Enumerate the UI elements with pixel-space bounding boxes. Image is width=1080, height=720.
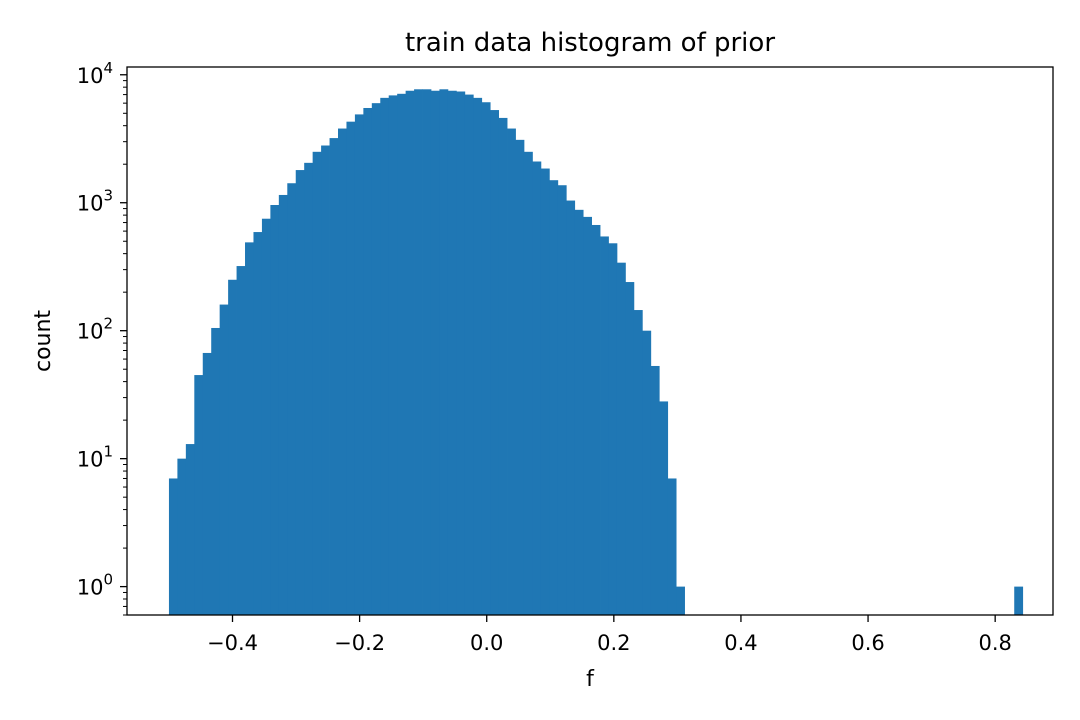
histogram-bar (194, 375, 204, 615)
histogram-bar (659, 401, 669, 615)
histogram-bar (211, 327, 221, 615)
histogram-bar (490, 110, 499, 616)
histogram-bar (676, 586, 685, 615)
histogram-bar (371, 103, 381, 615)
histogram-bar (464, 94, 474, 616)
histogram-bar (388, 95, 398, 615)
chart-title: train data histogram of prior (405, 28, 775, 58)
x-tick-label: −0.2 (334, 631, 385, 655)
histogram-bar (549, 180, 559, 615)
histogram-bar (625, 282, 635, 615)
y-tick-label: 103 (77, 187, 113, 216)
histogram-bar (523, 151, 533, 615)
y-tick-label: 102 (77, 315, 113, 344)
histogram-bar (642, 330, 652, 615)
histogram-bar (397, 93, 407, 616)
histogram-bar (354, 114, 364, 615)
x-axis-label: f (586, 667, 595, 692)
histogram-bar (236, 266, 246, 615)
histogram-bar (312, 151, 322, 615)
y-tick-label: 104 (77, 59, 113, 88)
histogram-bar (447, 90, 457, 615)
x-axis-ticks: −0.4 −0.2 0.0 0.2 0.4 0.6 0.8 (207, 615, 1012, 655)
histogram-bar (498, 117, 508, 616)
histogram-bar (245, 242, 254, 615)
histogram-bar (338, 128, 347, 616)
histogram-bar (414, 89, 423, 616)
histogram-bar (1014, 586, 1024, 615)
histogram-bar (473, 97, 483, 616)
x-tick-label: 0.4 (724, 631, 757, 655)
histogram-bar (633, 310, 643, 615)
histogram-bar (380, 97, 390, 616)
histogram-bar (481, 102, 491, 616)
histogram-bar (202, 352, 212, 615)
histogram-bar (321, 145, 330, 615)
x-tick-label: 0.0 (470, 631, 503, 655)
axes-frame (126, 66, 1054, 616)
histogram-bar (168, 478, 178, 615)
histogram-bar (329, 138, 339, 615)
histogram-bar (507, 128, 516, 616)
histogram-bar (439, 89, 449, 616)
histogram-bars (168, 89, 1024, 616)
histogram-bar (304, 162, 314, 615)
histogram-bar (228, 279, 237, 615)
histogram-bar (253, 232, 263, 616)
histogram-bar (219, 304, 229, 615)
histogram-bar (261, 218, 271, 615)
x-tick-label: 0.6 (851, 631, 884, 655)
histogram-bar (566, 200, 576, 616)
histogram-bar (667, 478, 677, 615)
y-axis-label: count (31, 310, 56, 372)
histogram-bar (346, 121, 356, 616)
histogram-bar (557, 185, 567, 616)
histogram-bar (540, 168, 550, 616)
histogram-bar (591, 224, 601, 616)
histogram-bar (608, 243, 618, 616)
histogram-bar (177, 458, 187, 615)
histogram-bar (363, 107, 373, 616)
x-tick-label: 0.8 (978, 631, 1011, 655)
histogram-bar (278, 194, 288, 615)
histogram-bar (185, 444, 195, 615)
histogram-bar (270, 205, 280, 615)
histogram-bar (287, 183, 297, 616)
y-tick-label: 101 (77, 443, 113, 472)
histogram-bar (574, 209, 584, 615)
histogram-bar (430, 90, 440, 615)
x-tick-label: 0.2 (597, 631, 630, 655)
histogram-bar (405, 90, 415, 615)
histogram-bar (515, 139, 525, 615)
x-tick-label: −0.4 (207, 631, 258, 655)
histogram-bar (532, 161, 542, 615)
histogram-bar (583, 216, 592, 615)
y-axis-ticks: 100 101 102 103 104 (77, 59, 127, 616)
histogram-bar (616, 262, 626, 615)
histogram-bar (600, 236, 609, 615)
histogram-bar (422, 89, 432, 616)
y-tick-label: 100 (77, 571, 113, 600)
histogram-bar (456, 91, 466, 615)
histogram-bar (295, 170, 305, 615)
histogram-bar (650, 365, 660, 615)
